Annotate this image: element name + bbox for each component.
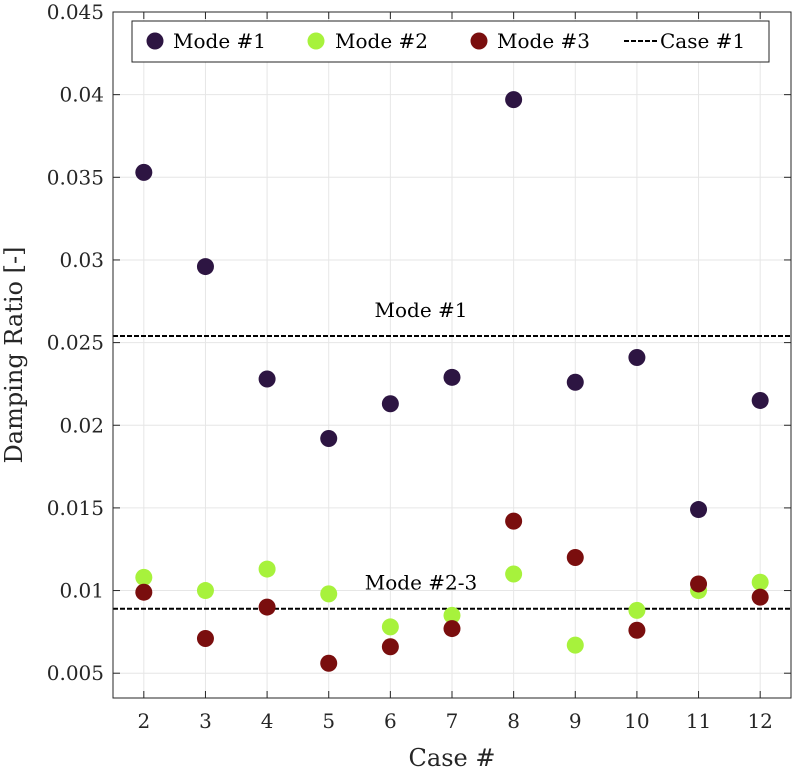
y-tick-label: 0.03 — [59, 248, 104, 272]
legend-marker — [470, 32, 488, 50]
data-point — [628, 348, 646, 366]
x-tick-label: 6 — [384, 709, 397, 733]
y-tick-label: 0.005 — [47, 661, 104, 685]
legend-box — [131, 20, 770, 63]
y-axis-label: Damping Ratio [-] — [0, 247, 28, 464]
data-point — [628, 601, 646, 619]
data-point — [258, 560, 276, 578]
x-tick-label: 9 — [569, 709, 582, 733]
data-point — [751, 391, 769, 409]
data-point — [690, 575, 708, 593]
data-point — [258, 598, 276, 616]
data-point — [381, 618, 399, 636]
x-tick-label: 12 — [747, 709, 772, 733]
data-point — [628, 621, 646, 639]
data-point — [135, 163, 153, 181]
data-points — [135, 91, 769, 672]
legend-marker — [146, 32, 164, 50]
data-point — [751, 588, 769, 606]
data-point — [135, 583, 153, 601]
x-tick-label: 11 — [686, 709, 711, 733]
data-point — [566, 636, 584, 654]
data-point — [566, 548, 584, 566]
x-axis-ticks: 2 3 4 5 6 7 8 9 10 11 12 — [137, 12, 773, 733]
data-point — [381, 395, 399, 413]
data-point — [751, 573, 769, 591]
legend-marker — [307, 32, 325, 50]
x-tick-label: 4 — [261, 709, 274, 733]
y-tick-label: 0.04 — [59, 83, 104, 107]
x-tick-label: 2 — [137, 709, 150, 733]
x-tick-label: 8 — [507, 709, 520, 733]
data-point — [566, 373, 584, 391]
data-point — [690, 501, 708, 519]
data-point — [196, 629, 214, 647]
data-point — [135, 568, 153, 586]
y-tick-label: 0.02 — [59, 413, 104, 437]
y-axis-ticks: 0.005 0.01 0.015 0.02 0.025 0.03 0.035 0.04 0.04… — [47, 0, 791, 685]
data-point — [381, 638, 399, 656]
reference-lines: Mode #1 Mode #2-3 — [113, 298, 791, 610]
data-point — [258, 370, 276, 388]
data-point — [196, 582, 214, 600]
x-tick-label: 10 — [624, 709, 649, 733]
data-point — [196, 258, 214, 276]
x-axis-label: Case # — [409, 744, 496, 772]
x-tick-label: 7 — [446, 709, 459, 733]
data-point — [320, 429, 338, 447]
y-tick-label: 0.045 — [47, 0, 104, 24]
legend-label: Mode #2 — [335, 29, 428, 53]
legend-label: Mode #1 — [173, 29, 266, 53]
legend-label: Case #1 — [660, 29, 745, 53]
data-point — [443, 620, 461, 638]
data-point — [320, 585, 338, 603]
reference-line-label: Mode #1 — [375, 298, 468, 322]
data-point — [505, 91, 523, 109]
legend-label: Mode #3 — [497, 29, 590, 53]
data-point — [443, 606, 461, 624]
y-tick-label: 0.035 — [47, 165, 104, 189]
reference-line-label: Mode #2-3 — [365, 571, 477, 595]
y-tick-label: 0.01 — [59, 579, 104, 603]
data-point — [505, 565, 523, 583]
data-point — [443, 368, 461, 386]
legend: Mode #1 Mode #2 Mode #3 Case #1 — [131, 20, 770, 63]
data-point — [320, 654, 338, 672]
y-tick-label: 0.025 — [47, 331, 104, 355]
data-point — [505, 512, 523, 530]
x-tick-label: 3 — [199, 709, 212, 733]
x-tick-label: 5 — [322, 709, 335, 733]
y-tick-label: 0.015 — [47, 496, 104, 520]
